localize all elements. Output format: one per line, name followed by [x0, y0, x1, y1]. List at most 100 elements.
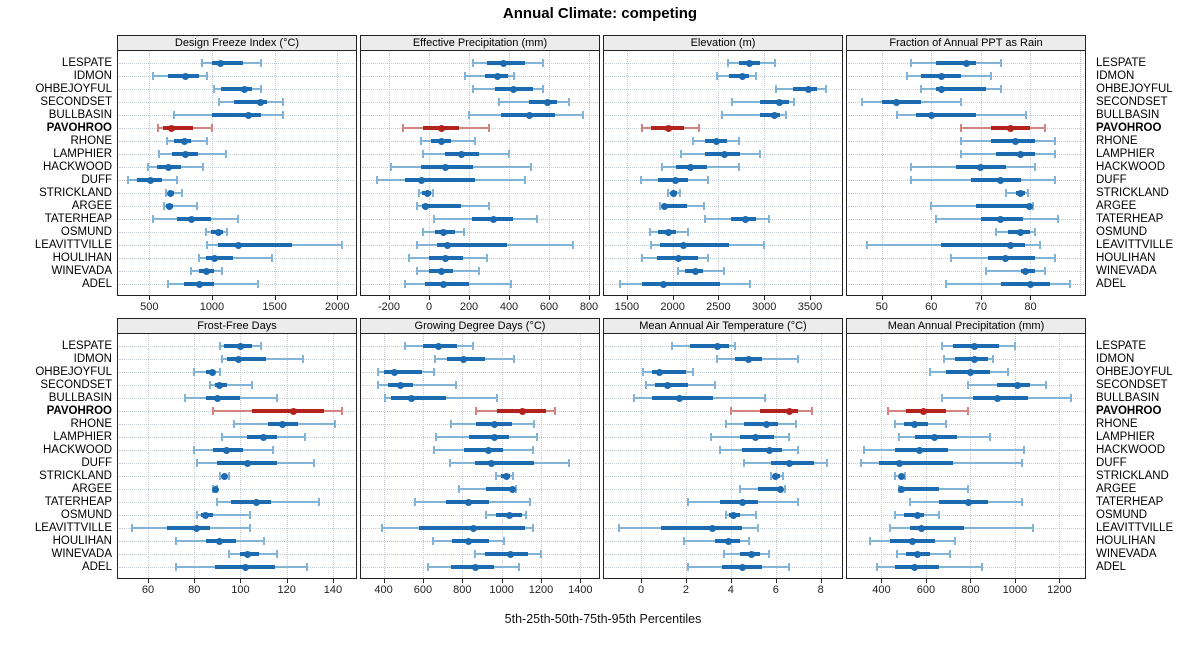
median-dot-pavohroo [664, 124, 672, 132]
axis-tick [775, 579, 777, 583]
whisker-cap-low [642, 368, 645, 376]
whisker-cap-low [726, 59, 729, 67]
gridline-vertical [286, 334, 288, 577]
median-dot-houlihan [216, 537, 224, 545]
whisker-cap-high [259, 85, 262, 93]
axis-tick-label: 600 [916, 584, 936, 596]
whisker-cap-low [738, 485, 741, 493]
median-dot-leavittville [469, 524, 477, 532]
median-dot-osmund [214, 228, 222, 236]
whisker-cap-low [633, 394, 636, 402]
whisker-secondset [210, 384, 252, 386]
median-dot-hackwood [765, 446, 773, 454]
whisker-cap-low [887, 407, 890, 415]
gridline-vertical [589, 51, 590, 294]
median-dot-rhone [491, 420, 499, 428]
gridline-horizontal [362, 385, 598, 386]
iqr-bar-ohbejoyful [652, 370, 686, 374]
whisker-cap-low [910, 176, 913, 184]
axis-tick [337, 296, 339, 300]
whisker-cap-low [889, 524, 892, 532]
whisker-cap-high [175, 176, 178, 184]
gridline-vertical [764, 51, 766, 294]
whisker-cap-high [748, 280, 751, 288]
whisker-cap-low [213, 85, 216, 93]
whisker-cap-low [929, 368, 932, 376]
median-dot-ohbejoyful [390, 368, 398, 376]
gridline-vertical [641, 334, 643, 577]
whisker-cap-high [949, 550, 952, 558]
whisker-cap-low [770, 472, 773, 480]
gridline-horizontal [605, 489, 841, 490]
median-dot-argee [776, 485, 784, 493]
median-dot-secondset [664, 381, 672, 389]
whisker-cap-high [1031, 524, 1034, 532]
whisker-cap-low [198, 254, 201, 262]
median-dot-argee [897, 485, 905, 493]
iqr-bar-leavittville [166, 526, 211, 530]
gridline-horizontal [362, 346, 598, 347]
station-label-left-adel: ADEL [81, 561, 112, 573]
median-dot-leavittville [443, 241, 451, 249]
whisker-cap-high [536, 215, 538, 223]
axis-tick [1059, 579, 1061, 583]
station-label-left-rhone: RHONE [70, 135, 112, 147]
gridline-horizontal [362, 476, 598, 477]
whisker-cap-high [463, 228, 465, 236]
axis-tick [149, 296, 151, 300]
whisker-cap-low [494, 472, 497, 480]
station-label-right-idmon: IDMON [1096, 353, 1135, 365]
whisker-cap-high [989, 72, 992, 80]
iqr-bar-leavittville [941, 243, 1026, 247]
station-label-right-secondset: SECONDSET [1096, 379, 1168, 391]
iqr-bar-argee [975, 204, 1032, 208]
whisker-cap-high [797, 498, 800, 506]
whisker-cap-high [525, 511, 528, 519]
median-dot-strickland [503, 472, 511, 480]
whisker-cap-low [649, 241, 652, 249]
whisker-cap-high [542, 85, 544, 93]
whisker-cap-low [204, 228, 207, 236]
gridline-horizontal [119, 232, 355, 233]
whisker-cap-high [989, 433, 992, 441]
panel-strip-fraction-of-annual-ppt-as-rain: Fraction of Annual PPT as Rain [846, 35, 1086, 51]
gridline-vertical [509, 51, 510, 294]
axis-tick-label: 1000 [489, 584, 514, 596]
iqr-bar-bullbasin [205, 396, 241, 400]
median-dot-hackwood [915, 446, 923, 454]
iqr-bar-lespate [211, 61, 244, 65]
median-dot-winevada [692, 267, 700, 275]
iqr-bar-pavohroo [760, 409, 799, 413]
gridline-horizontal [119, 154, 355, 155]
whisker-cap-low [909, 498, 912, 506]
iqr-bar-bullbasin [211, 113, 261, 117]
axis-tick-label: 80 [188, 584, 201, 596]
whisker-cap-high [478, 267, 480, 275]
whisker-cap-high [763, 241, 766, 249]
whisker-cap-high [737, 163, 740, 171]
station-label-left-ohbejoyful: OHBEJOYFUL [35, 83, 112, 95]
gridline-vertical [337, 51, 339, 294]
whisker-cap-low [484, 511, 487, 519]
whisker-cap-high [1054, 150, 1057, 158]
iqr-bar-leavittville [659, 243, 730, 247]
panel-strip-mean-annual-air-temperature-c-: Mean Annual Air Temperature (°C) [603, 318, 843, 334]
whisker-cap-low [173, 111, 176, 119]
chart-title: Annual Climate: competing [502, 5, 698, 22]
axis-tick [469, 296, 470, 300]
median-dot-ohbejoyful [804, 85, 812, 93]
gridline-horizontal [119, 76, 355, 77]
whisker-cap-high [227, 472, 230, 480]
station-label-right-ohbejoyful: OHBEJOYFUL [1096, 83, 1173, 95]
iqr-bar-leavittville [661, 526, 743, 530]
median-dot-pavohroo [920, 407, 928, 415]
axis-tick [641, 579, 643, 583]
median-dot-houlihan [464, 537, 472, 545]
median-dot-hackwood [441, 163, 449, 171]
whisker-cap-low [474, 550, 477, 558]
station-label-right-bullbasin: BULLBASIN [1096, 392, 1160, 404]
whisker-cap-low [709, 433, 712, 441]
whisker-cap-high [341, 407, 344, 415]
axis-tick [286, 579, 288, 583]
